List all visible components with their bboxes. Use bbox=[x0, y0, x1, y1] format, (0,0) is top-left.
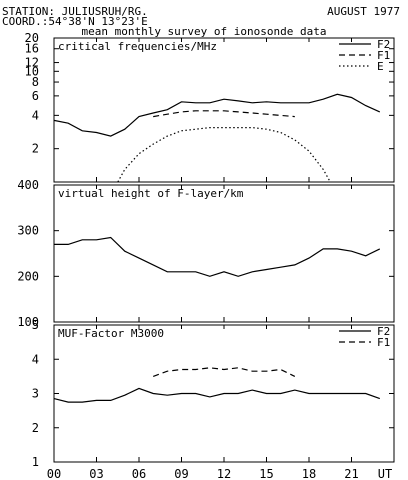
y-tick-label-1: 10 bbox=[25, 64, 39, 78]
legend-label-1: F1 bbox=[377, 49, 390, 62]
x-tick-label: 00 bbox=[47, 467, 61, 480]
y-tick-label-1: 4 bbox=[32, 108, 39, 122]
x-tick-label: 06 bbox=[132, 467, 146, 480]
series-line-1-f2 bbox=[53, 93, 381, 137]
y-tick-label-1: 2 bbox=[32, 142, 39, 156]
y-tick-label-1: 8 bbox=[32, 75, 39, 89]
coordinates-label: COORD.:54°38'N 13°23'E bbox=[2, 15, 148, 28]
y-tick-label-3: 4 bbox=[32, 352, 39, 366]
x-tick-label: 03 bbox=[89, 467, 103, 480]
y-tick-label-3: 5 bbox=[32, 318, 39, 332]
y-tick-label-2: 300 bbox=[17, 224, 39, 238]
x-tick-label: 12 bbox=[217, 467, 231, 480]
series-line-1-e bbox=[117, 126, 331, 183]
y-tick-label-3: 1 bbox=[32, 455, 39, 469]
station-label: STATION: JULIUSRUH/RG. bbox=[2, 5, 148, 18]
y-tick-label-3: 2 bbox=[32, 421, 39, 435]
series-line-2-hf bbox=[54, 236, 381, 277]
y-tick-label-2: 100 bbox=[17, 315, 39, 329]
survey-subtitle: mean monthly survey of ionosonde data bbox=[81, 25, 327, 38]
series-line-3-f2 bbox=[53, 387, 381, 403]
panel-title-3: MUF-Factor M3000 bbox=[58, 327, 164, 340]
panel-title-2: virtual height of F-layer/km bbox=[58, 187, 244, 200]
y-tick-label-1: 16 bbox=[25, 42, 39, 56]
legend-label-1: E bbox=[377, 60, 384, 73]
y-tick-label-2: 200 bbox=[17, 269, 39, 283]
x-tick-label: 09 bbox=[174, 467, 188, 480]
x-axis-end-label: UT bbox=[378, 467, 392, 480]
panel-frame-1 bbox=[53, 37, 395, 183]
series-line-1-f1 bbox=[153, 110, 295, 118]
panel-frame-2 bbox=[53, 184, 395, 323]
y-tick-label-3: 3 bbox=[32, 387, 39, 401]
legend-label-1: F2 bbox=[377, 38, 390, 51]
legend-label-3: F2 bbox=[377, 325, 390, 338]
x-tick-label: 21 bbox=[344, 467, 358, 480]
x-tick-label: 18 bbox=[302, 467, 316, 480]
y-tick-label-1: 20 bbox=[25, 31, 39, 45]
y-tick-label-1: 6 bbox=[32, 89, 39, 103]
x-tick-label: 15 bbox=[259, 467, 273, 480]
y-tick-label-1: 12 bbox=[25, 56, 39, 70]
legend-label-3: F1 bbox=[377, 336, 390, 349]
panel-title-1: critical frequencies/MHz bbox=[58, 40, 217, 53]
y-tick-label-2: 400 bbox=[17, 178, 39, 192]
series-line-3-f1 bbox=[152, 367, 296, 377]
month-label: AUGUST 1977 bbox=[327, 5, 400, 18]
